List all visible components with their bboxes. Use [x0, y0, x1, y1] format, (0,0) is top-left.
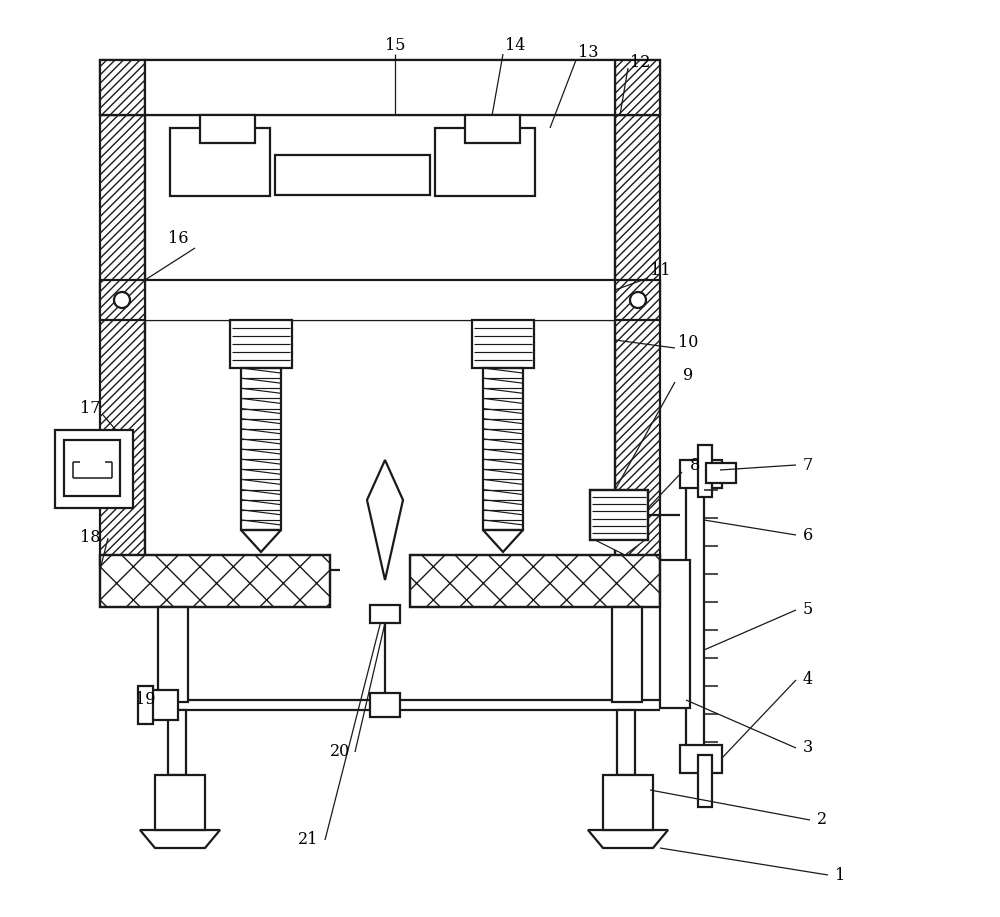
Bar	[148, 690, 178, 720]
Bar	[706, 463, 736, 483]
Text: 4: 4	[803, 671, 813, 689]
Bar	[660, 560, 690, 708]
Bar	[100, 115, 145, 565]
Text: 21: 21	[298, 832, 318, 848]
Bar	[615, 60, 660, 115]
Text: 3: 3	[803, 739, 813, 757]
Bar	[64, 440, 120, 496]
Bar	[170, 128, 270, 196]
Text: 14: 14	[505, 37, 525, 53]
Bar	[410, 555, 660, 607]
Bar	[275, 155, 430, 195]
Bar	[698, 755, 712, 807]
Text: 7: 7	[803, 457, 813, 473]
Text: 19: 19	[135, 691, 155, 709]
Text: 2: 2	[817, 812, 827, 828]
Text: 13: 13	[578, 43, 598, 61]
Text: 5: 5	[803, 602, 813, 618]
Text: 20: 20	[330, 744, 350, 760]
Bar	[138, 686, 153, 724]
Bar	[370, 693, 400, 717]
Bar	[100, 555, 330, 607]
Text: 9: 9	[683, 367, 693, 383]
Text: 17: 17	[80, 400, 100, 416]
Polygon shape	[588, 830, 668, 848]
Bar	[100, 280, 660, 320]
Text: 12: 12	[630, 53, 650, 71]
Bar	[590, 490, 648, 540]
Bar	[680, 460, 722, 488]
Bar	[155, 775, 205, 830]
Bar	[200, 115, 255, 143]
Bar	[230, 320, 292, 368]
Bar	[370, 605, 400, 623]
Bar	[472, 320, 534, 368]
Text: 10: 10	[678, 334, 698, 350]
Bar	[603, 775, 653, 830]
Text: 8: 8	[690, 457, 700, 473]
Bar	[100, 60, 660, 115]
Circle shape	[630, 292, 646, 308]
Text: 15: 15	[385, 37, 405, 53]
Text: 16: 16	[168, 229, 188, 247]
Polygon shape	[140, 830, 220, 848]
Bar	[145, 280, 615, 320]
Bar	[465, 115, 520, 143]
Polygon shape	[595, 540, 645, 555]
Bar	[168, 710, 186, 775]
Bar	[617, 710, 635, 775]
Bar	[100, 60, 145, 115]
Polygon shape	[367, 460, 403, 580]
Polygon shape	[483, 530, 523, 552]
Bar	[241, 368, 281, 530]
Bar	[698, 445, 712, 497]
Text: 11: 11	[650, 261, 670, 279]
Bar	[158, 607, 188, 702]
Bar	[483, 368, 523, 530]
Circle shape	[114, 292, 130, 308]
Bar	[686, 470, 704, 760]
Bar	[435, 128, 535, 196]
Text: 18: 18	[80, 529, 100, 547]
Bar	[100, 555, 330, 607]
Bar	[590, 490, 648, 540]
Bar	[410, 555, 660, 607]
Bar	[612, 607, 642, 702]
Bar	[615, 115, 660, 565]
Polygon shape	[241, 530, 281, 552]
Bar	[55, 430, 133, 508]
Text: 1: 1	[835, 867, 845, 883]
Bar	[680, 745, 722, 773]
Bar	[145, 60, 615, 115]
Text: 6: 6	[803, 526, 813, 544]
